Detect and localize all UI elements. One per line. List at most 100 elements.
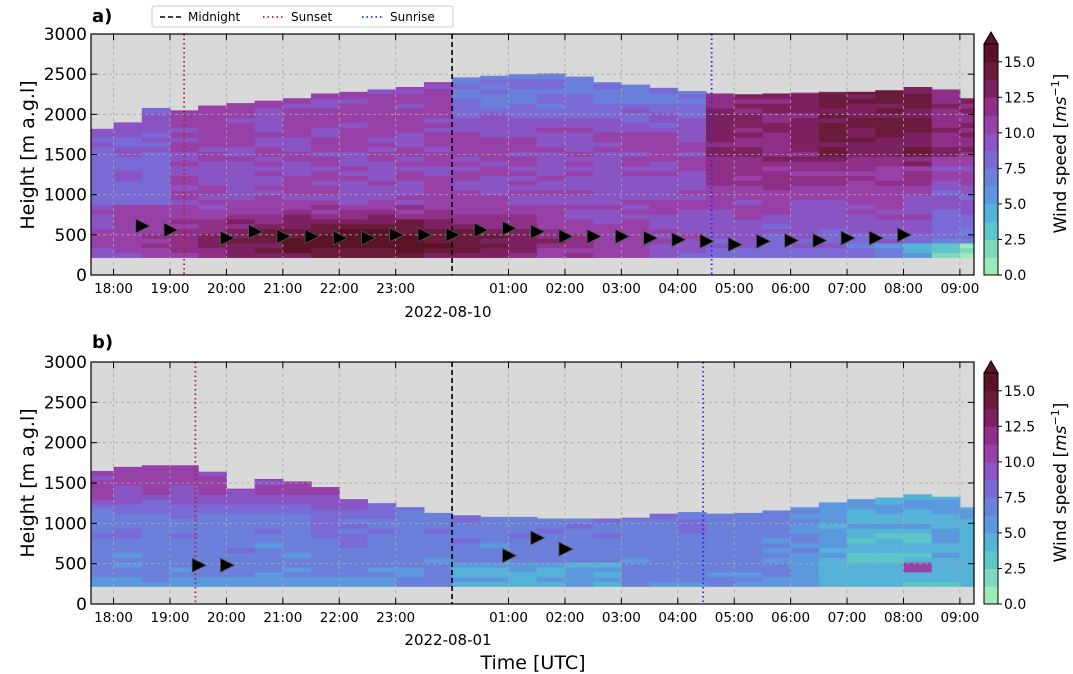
wind-cell	[677, 523, 707, 529]
wind-cell	[621, 537, 651, 544]
wind-cell	[367, 122, 397, 128]
wind-cell	[311, 566, 340, 573]
wind-cell	[762, 528, 792, 534]
wind-cell	[480, 209, 510, 215]
colorbar-tick-label: 2.5	[1004, 232, 1026, 248]
wind-cell	[226, 199, 256, 205]
wind-cell	[113, 533, 143, 539]
wind-cell	[762, 185, 792, 191]
colorbar-segment	[984, 479, 998, 498]
wind-cell	[536, 566, 566, 573]
colorbar-segment	[984, 97, 998, 116]
wind-cell	[734, 103, 764, 109]
wind-cell	[254, 547, 284, 553]
wind-cell	[621, 247, 651, 254]
wind-cell	[423, 537, 453, 544]
wind-cell	[226, 146, 256, 152]
wind-cell	[339, 528, 369, 534]
wind-cell	[536, 233, 566, 239]
wind-cell	[649, 112, 679, 119]
wind-cell	[198, 513, 228, 520]
wind-cell	[226, 233, 256, 239]
wind-cell	[452, 238, 481, 244]
wind-cell	[875, 547, 905, 553]
wind-cell	[706, 557, 735, 563]
wind-cell	[931, 503, 961, 510]
wind-cell	[734, 562, 764, 568]
wind-cell	[113, 494, 143, 500]
wind-cell	[254, 479, 284, 486]
x-tick-label: 06:00	[771, 610, 810, 626]
wind-cell	[649, 513, 679, 520]
wind-cell	[959, 252, 975, 258]
wind-cell	[113, 557, 143, 563]
wind-cell	[649, 247, 679, 254]
wind-cell	[226, 494, 256, 500]
wind-cell	[452, 194, 481, 201]
wind-max-marker	[897, 227, 913, 243]
wind-cell	[91, 165, 115, 172]
colorbar-segment	[984, 239, 998, 258]
wind-cell	[903, 132, 933, 138]
wind-cell	[847, 185, 876, 191]
wind-cell	[790, 542, 820, 549]
wind-cell	[198, 508, 228, 515]
wind-cell	[141, 204, 171, 210]
wind-cell	[706, 552, 735, 558]
wind-cell	[508, 160, 538, 167]
wind-cell	[113, 518, 143, 524]
wind-max-marker	[332, 230, 349, 246]
wind-cell	[395, 507, 425, 510]
x-tick-label: 20:00	[207, 610, 246, 626]
wind-cell	[254, 228, 284, 234]
wind-cell	[367, 127, 397, 133]
wind-cell	[113, 165, 143, 172]
wind-cell	[734, 160, 764, 167]
wind-cell	[91, 533, 115, 539]
wind-cell	[508, 562, 538, 568]
colorbar-segment	[984, 44, 998, 63]
wind-cell	[875, 497, 905, 500]
wind-cell	[113, 547, 143, 553]
wind-cell	[649, 132, 679, 138]
wind-cell	[395, 127, 425, 133]
wind-cell	[959, 557, 975, 563]
wind-cell	[169, 528, 199, 534]
wind-cell	[452, 141, 481, 148]
wind-max-marker	[304, 228, 320, 245]
wind-cell	[423, 189, 453, 196]
wind-cell	[311, 185, 340, 191]
wind-cell	[677, 213, 707, 220]
wind-cell	[875, 185, 905, 191]
wind-cell	[564, 547, 594, 553]
wind-cell	[847, 562, 876, 568]
wind-cell	[198, 223, 228, 230]
wind-cell	[141, 175, 171, 181]
wind-cell	[395, 552, 425, 558]
wind-cell	[452, 189, 481, 196]
wind-cell	[423, 93, 453, 99]
wind-cell	[875, 233, 905, 239]
wind-cell	[875, 247, 905, 254]
wind-cell	[423, 566, 453, 573]
x-tick-label: 07:00	[828, 610, 867, 626]
wind-cell	[169, 508, 199, 515]
wind-cell	[367, 513, 397, 520]
wind-cell	[762, 209, 792, 215]
wind-cell	[762, 136, 792, 143]
wind-cell	[649, 557, 679, 563]
wind-cell	[198, 238, 228, 244]
wind-cell	[677, 127, 707, 133]
wind-cell	[452, 247, 481, 254]
wind-cell	[564, 136, 594, 143]
wind-cell	[339, 180, 369, 186]
wind-cell	[226, 204, 256, 210]
wind-cell	[339, 499, 369, 505]
wind-cell	[339, 252, 369, 258]
wind-cell	[169, 238, 199, 244]
y-tick-label: 500	[55, 555, 87, 575]
wind-cell	[903, 107, 933, 114]
colorbar-segment	[984, 444, 998, 463]
wind-cell	[395, 523, 425, 529]
wind-cell	[339, 160, 369, 167]
